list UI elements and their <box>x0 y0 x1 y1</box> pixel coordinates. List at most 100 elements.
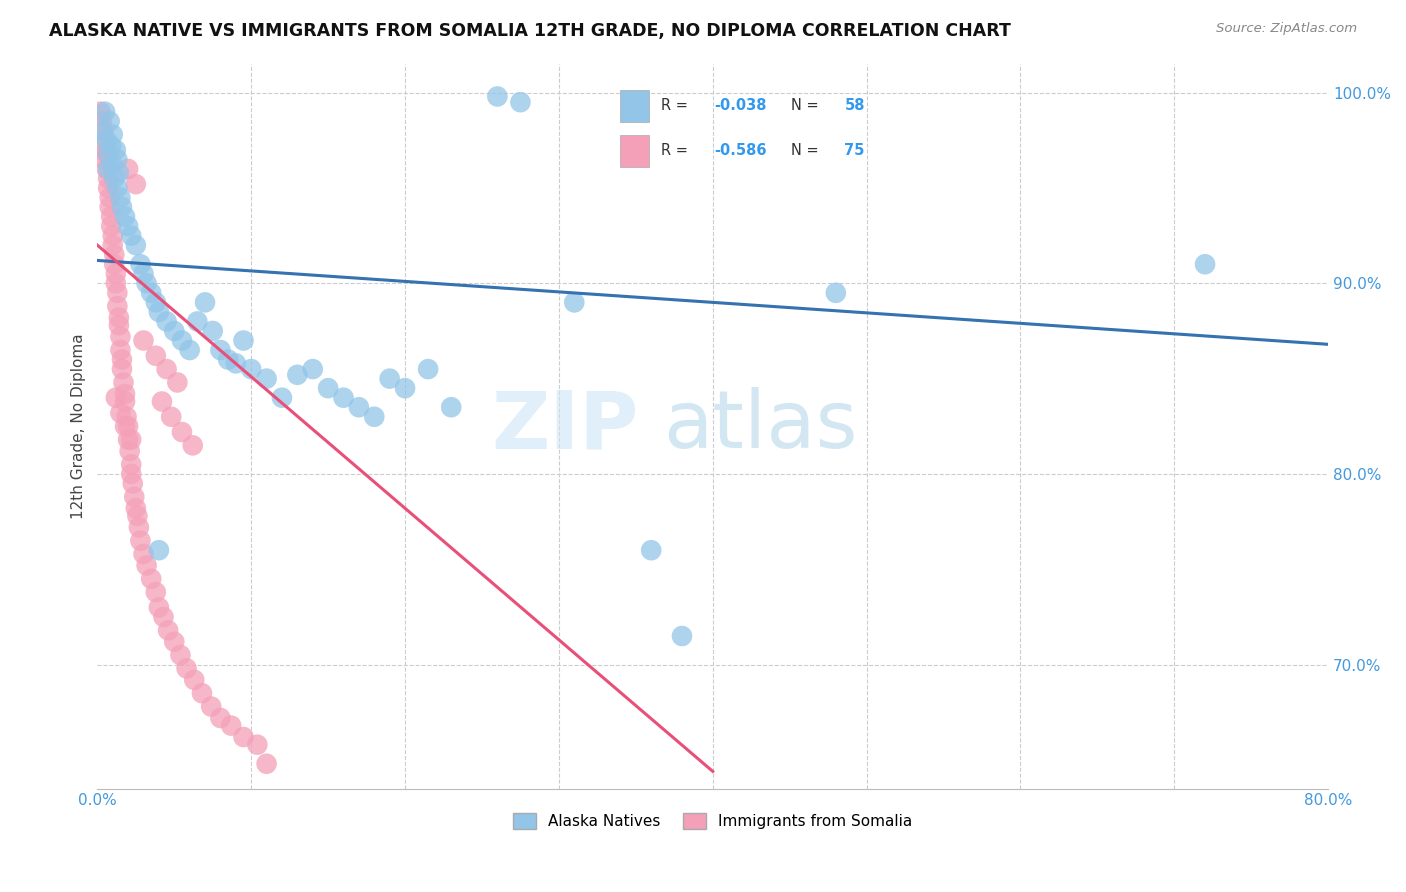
Point <box>141 285 163 300</box>
Point <box>110 343 132 357</box>
Point <box>103 171 125 186</box>
Point <box>271 391 294 405</box>
Point <box>104 391 127 405</box>
Point <box>394 381 416 395</box>
Point <box>509 95 531 110</box>
Point <box>316 381 339 395</box>
Point <box>163 634 186 648</box>
Point <box>201 324 224 338</box>
Point <box>91 114 114 128</box>
Point <box>101 238 124 252</box>
Point <box>117 161 139 176</box>
Point <box>101 158 124 172</box>
Point <box>640 543 662 558</box>
Point <box>103 248 125 262</box>
Point <box>97 161 120 176</box>
Point <box>186 314 208 328</box>
Point <box>145 295 167 310</box>
Point <box>347 401 370 415</box>
Point <box>104 143 127 157</box>
Point <box>152 610 174 624</box>
Point <box>96 133 118 147</box>
Point <box>105 299 128 313</box>
Text: ALASKA NATIVE VS IMMIGRANTS FROM SOMALIA 12TH GRADE, NO DIPLOMA CORRELATION CHAR: ALASKA NATIVE VS IMMIGRANTS FROM SOMALIA… <box>49 22 1011 40</box>
Point <box>129 257 152 271</box>
Point <box>105 285 128 300</box>
Point <box>217 352 239 367</box>
Point <box>89 104 111 119</box>
Point <box>194 295 217 310</box>
Point <box>108 318 131 333</box>
Point <box>148 600 170 615</box>
Point <box>117 219 139 233</box>
Point <box>120 228 142 243</box>
Point <box>155 362 177 376</box>
Point <box>209 343 232 357</box>
Point <box>486 89 509 103</box>
Point <box>145 585 167 599</box>
Point <box>108 310 131 325</box>
Point <box>128 520 150 534</box>
Point <box>301 362 323 376</box>
Point <box>145 349 167 363</box>
Point <box>132 547 155 561</box>
Point <box>183 673 205 687</box>
Point <box>104 277 127 291</box>
Point <box>135 277 157 291</box>
Point <box>97 181 120 195</box>
Point <box>256 371 278 385</box>
Point <box>176 661 198 675</box>
Point <box>120 467 142 481</box>
Point <box>127 508 149 523</box>
Text: Source: ZipAtlas.com: Source: ZipAtlas.com <box>1216 22 1357 36</box>
Point <box>562 295 585 310</box>
Point <box>101 228 124 243</box>
Point <box>1194 257 1216 271</box>
Point <box>157 624 180 638</box>
Point <box>120 433 142 447</box>
Point <box>125 177 148 191</box>
Point <box>111 362 134 376</box>
Point <box>104 267 127 281</box>
Point <box>191 686 214 700</box>
Point <box>105 181 128 195</box>
Point <box>240 362 263 376</box>
Point <box>285 368 308 382</box>
Point <box>170 334 193 348</box>
Point <box>671 629 693 643</box>
Point <box>114 394 136 409</box>
Point <box>101 128 124 142</box>
Point <box>98 114 121 128</box>
Point <box>132 267 155 281</box>
Point <box>824 285 846 300</box>
Point <box>97 146 120 161</box>
Point <box>105 153 128 167</box>
Point <box>93 133 115 147</box>
Point <box>100 210 122 224</box>
Point <box>170 425 193 439</box>
Point <box>150 394 173 409</box>
Point <box>98 200 121 214</box>
Point <box>100 219 122 233</box>
Point <box>120 458 142 472</box>
Point <box>219 718 242 732</box>
Point <box>155 314 177 328</box>
Point <box>115 409 138 424</box>
Text: ZIP: ZIP <box>492 387 638 466</box>
Point <box>118 444 141 458</box>
Point <box>110 329 132 343</box>
Point <box>232 730 254 744</box>
Point <box>200 699 222 714</box>
Y-axis label: 12th Grade, No Diploma: 12th Grade, No Diploma <box>72 334 86 519</box>
Point <box>148 543 170 558</box>
Point <box>112 376 135 390</box>
Point <box>181 438 204 452</box>
Point <box>103 257 125 271</box>
Point <box>163 324 186 338</box>
Point <box>121 476 143 491</box>
Point <box>98 190 121 204</box>
Point <box>94 104 117 119</box>
Point <box>117 419 139 434</box>
Point <box>256 756 278 771</box>
Point <box>94 153 117 167</box>
